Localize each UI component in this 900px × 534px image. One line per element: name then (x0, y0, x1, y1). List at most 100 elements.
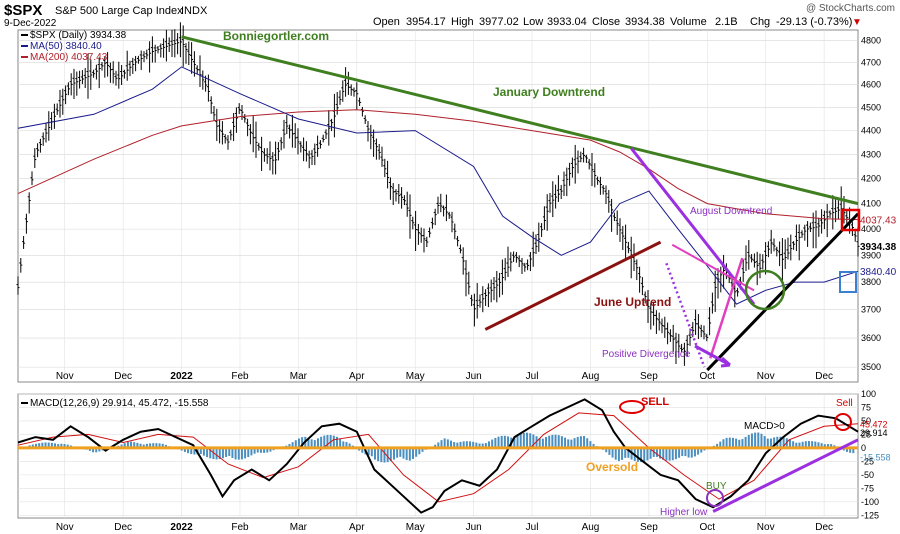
price-bar (836, 200, 840, 220)
price-bar (416, 223, 420, 245)
price-bar (430, 217, 434, 229)
low-label: Low (523, 16, 543, 28)
price-bar (503, 258, 507, 281)
macd-histogram-bar (446, 439, 449, 448)
price-bar (64, 85, 68, 105)
price-bar (545, 194, 549, 231)
macd-histogram-bar (392, 447, 395, 460)
price-bar (803, 224, 807, 241)
macd-histogram-bar (497, 436, 500, 448)
price-bar (321, 134, 325, 143)
symbol-title: $SPX (4, 2, 42, 19)
price-bar (69, 73, 73, 96)
price-bar (584, 154, 588, 163)
macd-histogram-bar (399, 447, 402, 457)
price-bar (212, 106, 216, 122)
price-y-tick: 4200 (861, 174, 881, 184)
macd-histogram-bar (801, 441, 804, 448)
macd-histogram-bar (339, 438, 342, 448)
price-bar (688, 328, 692, 346)
macd-histogram-bar (244, 447, 247, 459)
ma50-line (17, 66, 859, 305)
positive-divergence-annotation: Positive Divergence (602, 349, 691, 360)
price-bar (156, 46, 160, 54)
macd-histogram-bar (440, 440, 443, 448)
price-x-tick: Aug (582, 371, 600, 382)
macd-x-tick: Jul (526, 522, 539, 533)
price-bar (271, 152, 275, 175)
price-bar (736, 287, 740, 297)
macd-histogram-bar (830, 444, 833, 448)
sell-top-annotation: SELL (641, 396, 669, 408)
price-x-tick: Dec (114, 371, 132, 382)
volume-value: 2.1B (715, 16, 738, 28)
price-bar (523, 262, 527, 272)
macd-histogram-bar (313, 440, 316, 448)
price-bar (58, 89, 62, 118)
sell-right-annotation: Sell (836, 398, 853, 409)
macd-histogram-bar (779, 436, 782, 448)
price-bar (33, 148, 37, 169)
price-y-tick: 4700 (861, 57, 881, 67)
macd-histogram-bar (500, 435, 503, 448)
macd-histogram-bar (123, 443, 126, 448)
macd-histogram-bar (316, 438, 319, 448)
price-bar (604, 185, 608, 204)
open-value: 3954.17 (406, 16, 446, 28)
price-bar (24, 213, 28, 234)
price-bar (103, 56, 107, 78)
macd-histogram-bar (443, 438, 446, 448)
price-bar (360, 106, 364, 117)
macd-histogram-bar (823, 444, 826, 448)
price-x-tick: Jun (466, 371, 482, 382)
price-bar (117, 61, 121, 89)
ma200-highlight-box (840, 208, 861, 232)
price-bar (251, 116, 255, 153)
price-bar (453, 223, 457, 240)
trendline-january-downtrend (181, 35, 859, 206)
price-bar (772, 238, 776, 252)
price-bar (694, 309, 698, 335)
price-bar (744, 245, 748, 272)
macd-histogram-bar (684, 447, 687, 457)
price-bar (856, 226, 860, 257)
macd-histogram-bar (95, 447, 98, 453)
price-bar (226, 135, 230, 150)
price-bar (752, 253, 756, 268)
macd-histogram-bar (237, 447, 240, 460)
price-bar (565, 167, 569, 197)
price-bar (198, 55, 202, 87)
macd-histogram-bar (636, 447, 639, 462)
price-bar (164, 29, 168, 62)
divergence-arrow-icon (694, 344, 731, 368)
macd-histogram-bar (589, 441, 592, 448)
price-bar (806, 221, 810, 247)
price-bar (792, 241, 796, 250)
price-bar (72, 68, 76, 100)
price-bar (215, 108, 219, 142)
macd-histogram-bar (649, 447, 652, 459)
price-bar (596, 176, 600, 185)
macd-histogram-bar (31, 444, 34, 448)
price-bar (386, 160, 390, 189)
macd-histogram-bar (671, 447, 674, 461)
macd-histogram-bar (256, 447, 259, 453)
price-bar (89, 59, 93, 90)
price-bar (540, 223, 544, 237)
price-bar (391, 183, 395, 205)
price-bar (456, 235, 460, 247)
price-bar (671, 324, 675, 352)
macd-histogram-bar (763, 436, 766, 448)
price-right-label: 4037.43 (860, 216, 897, 227)
price-y-tick: 4500 (861, 102, 881, 112)
price-bar (402, 195, 406, 206)
macd-histogram-bar (545, 437, 548, 448)
macd-histogram-bar (769, 438, 772, 448)
price-bar (708, 307, 712, 336)
macd-histogram-bar (640, 447, 643, 463)
price-bar (162, 38, 166, 58)
price-bar (173, 29, 177, 58)
macd-y-tick: 75 (861, 402, 871, 412)
macd-histogram-bar (253, 447, 256, 454)
price-bar (170, 29, 174, 57)
